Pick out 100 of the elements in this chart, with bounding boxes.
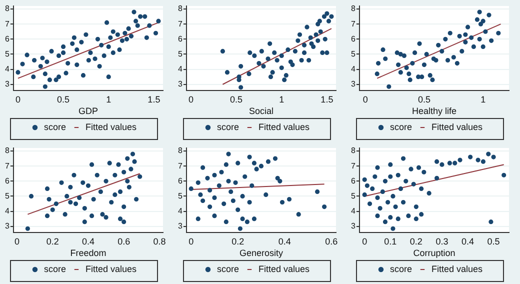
point	[404, 178, 408, 184]
point	[406, 72, 412, 76]
point	[302, 42, 307, 48]
point	[375, 214, 380, 218]
point	[491, 154, 496, 160]
point	[122, 170, 126, 174]
point	[236, 78, 242, 82]
point	[454, 60, 460, 66]
point	[73, 201, 78, 206]
point	[388, 162, 393, 167]
point	[108, 35, 113, 40]
y-tick-label: 4	[4, 64, 10, 74]
point	[478, 22, 484, 26]
point	[440, 48, 444, 54]
point	[72, 172, 76, 178]
point	[84, 32, 88, 37]
y-tick-label: 6	[178, 176, 183, 186]
point	[44, 59, 50, 64]
point	[419, 212, 424, 217]
point	[280, 200, 285, 205]
point	[128, 34, 134, 38]
point	[468, 154, 473, 160]
point	[64, 70, 68, 76]
point	[278, 178, 282, 184]
y-tick-label: 6	[350, 34, 356, 44]
point	[447, 160, 452, 166]
point	[488, 220, 494, 224]
x-axis-title: Healthy life	[412, 106, 456, 116]
point	[44, 186, 50, 191]
point	[322, 204, 327, 210]
legend-label: score	[44, 122, 66, 132]
point	[420, 74, 424, 80]
point	[89, 214, 94, 218]
point	[382, 220, 388, 224]
y-tick-label: 7	[4, 161, 10, 170]
point	[28, 194, 34, 199]
y-tick-label: 5	[178, 191, 183, 200]
point	[463, 32, 468, 37]
x-tick-label: 0.6	[118, 236, 130, 246]
legend-label: Fitted values	[258, 264, 310, 274]
point	[445, 58, 450, 63]
y-tick-label: 3	[178, 80, 183, 89]
x-axis-title: Corruption	[413, 248, 456, 258]
point	[477, 10, 482, 14]
point	[286, 196, 292, 202]
point	[59, 180, 64, 185]
point	[216, 183, 222, 188]
point	[394, 50, 400, 56]
point	[100, 212, 105, 217]
point	[117, 47, 122, 52]
point	[89, 162, 94, 167]
point	[224, 220, 228, 224]
point	[440, 162, 444, 167]
point	[398, 52, 403, 57]
y-tick-label: 7	[178, 161, 183, 170]
point	[188, 186, 194, 191]
y-tick-label: 8	[178, 4, 183, 14]
y-tick-label: 6	[4, 34, 10, 44]
point	[388, 215, 393, 220]
point	[326, 18, 332, 24]
point	[47, 78, 52, 82]
point	[86, 183, 91, 188]
point	[82, 206, 87, 211]
x-tick-label: 1	[279, 94, 284, 104]
point	[457, 34, 462, 38]
point	[302, 50, 307, 56]
point	[370, 186, 375, 191]
point	[200, 198, 206, 204]
point	[31, 74, 36, 80]
point	[480, 44, 486, 49]
point	[318, 29, 323, 34]
point	[156, 18, 161, 24]
point	[25, 226, 30, 231]
y-tick-label: 6	[350, 176, 356, 186]
point	[434, 176, 440, 180]
point	[411, 182, 416, 186]
point	[259, 48, 264, 54]
point	[224, 162, 228, 167]
legend-label: Fitted values	[431, 264, 484, 274]
point	[236, 160, 240, 166]
point	[390, 194, 396, 199]
point	[412, 50, 418, 56]
point	[419, 186, 424, 191]
y-tick-label: 6	[4, 176, 10, 186]
x-tick-label: 0.2	[232, 236, 244, 246]
point	[378, 206, 382, 211]
point	[49, 48, 54, 54]
point	[95, 36, 100, 42]
point	[402, 53, 406, 58]
point	[153, 30, 158, 36]
point	[107, 160, 112, 166]
point	[102, 53, 106, 58]
x-tick-label: 1	[106, 94, 112, 104]
point	[282, 78, 287, 82]
point	[91, 196, 96, 202]
point	[124, 36, 130, 42]
y-tick-label: 3	[4, 80, 10, 89]
point	[489, 38, 494, 43]
point	[314, 32, 318, 37]
y-tick-label: 8	[350, 4, 356, 14]
